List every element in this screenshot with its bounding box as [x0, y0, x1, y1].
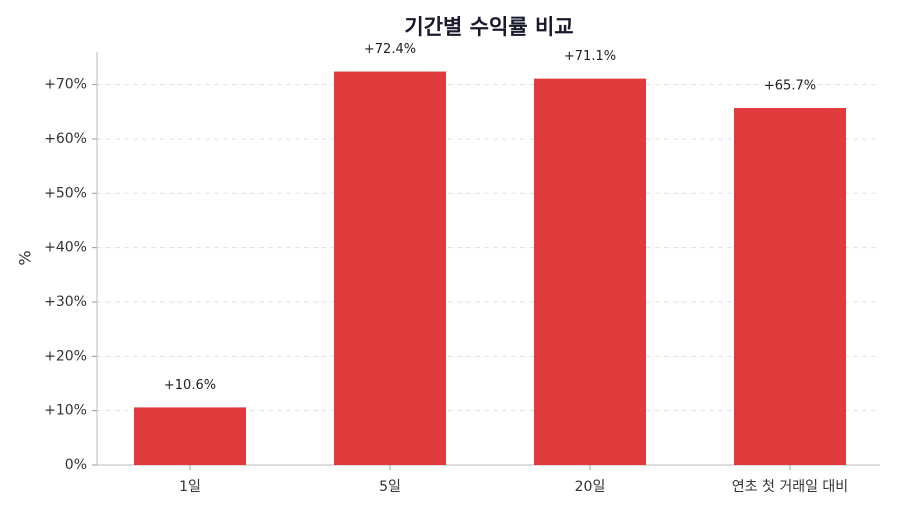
bar: [534, 78, 646, 466]
x-tick-label: 1일: [179, 479, 201, 495]
x-tick-label: 연초 첫 거래일 대비: [732, 479, 848, 495]
value-label: +10.6%: [164, 378, 216, 393]
chart-title: 기간별 수익률 비교: [404, 15, 573, 39]
y-axis-label: %: [16, 250, 35, 265]
y-tick-label: +60%: [44, 131, 87, 147]
y-tick-label: +10%: [44, 403, 87, 419]
x-tick-label: 20일: [575, 479, 606, 495]
value-label: +65.7%: [764, 78, 816, 93]
y-tick-label: +40%: [44, 240, 87, 256]
value-label: +72.4%: [364, 42, 416, 57]
y-tick-label: 0%: [65, 457, 87, 473]
bar: [134, 407, 246, 465]
y-tick-label: +50%: [44, 185, 87, 201]
value-label: +71.1%: [564, 49, 616, 64]
bar: [734, 107, 846, 466]
y-tick-label: +70%: [44, 77, 87, 93]
y-tick-label: +30%: [44, 294, 87, 310]
x-tick-label: 5일: [379, 479, 401, 495]
bar: [334, 71, 446, 465]
y-tick-label: +20%: [44, 348, 87, 364]
